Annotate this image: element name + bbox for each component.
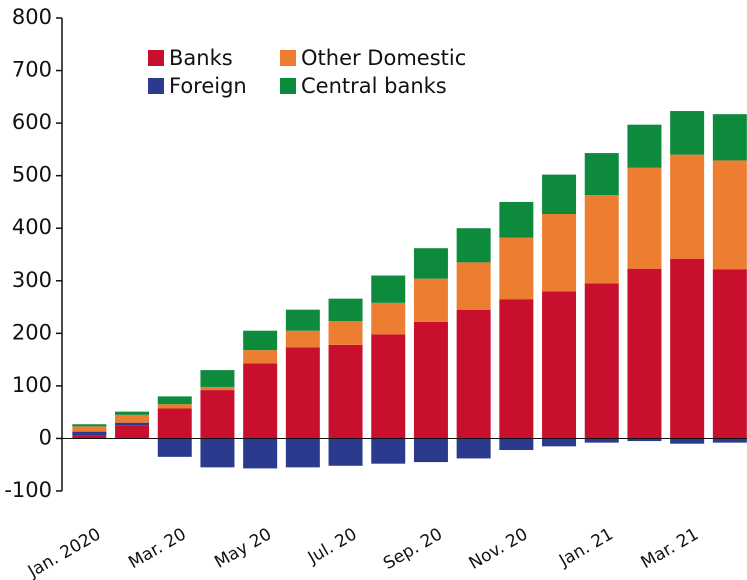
bar-segment xyxy=(456,262,491,310)
y-tick-label: 700 xyxy=(12,58,52,82)
bar-segment xyxy=(371,302,406,335)
bar-segment xyxy=(328,438,363,466)
legend-label: Other Domestic xyxy=(301,46,466,70)
bar-segment xyxy=(542,438,577,447)
bar-segment xyxy=(627,167,662,269)
x-tick-label: Sep. 20 xyxy=(380,524,446,574)
legend-swatch xyxy=(148,78,164,94)
bar-segment xyxy=(328,344,363,439)
y-tick-label: 300 xyxy=(12,268,52,292)
bar-segment xyxy=(72,426,107,432)
bar-segment xyxy=(584,195,619,284)
bar-segment xyxy=(456,438,491,459)
y-tick-label: 800 xyxy=(12,5,52,29)
bar-segment xyxy=(584,283,619,439)
bar-segment xyxy=(499,438,534,451)
bar-segment xyxy=(456,228,491,263)
y-tick-label: 600 xyxy=(12,110,52,134)
y-tick-label: 200 xyxy=(12,320,52,344)
bar-segment xyxy=(115,411,150,415)
bar-segment xyxy=(285,347,320,439)
bar-segment xyxy=(413,321,448,439)
bar-segment xyxy=(157,408,192,439)
legend-swatch xyxy=(148,50,164,66)
bar-segment xyxy=(712,160,747,270)
x-tick-label: May 20 xyxy=(211,524,275,572)
bar-segment xyxy=(115,425,150,439)
bar-segment xyxy=(413,278,448,322)
bar-segment xyxy=(627,124,662,168)
bar-segment xyxy=(72,435,107,439)
bar-segment xyxy=(157,438,192,457)
bar-segment xyxy=(285,438,320,468)
y-tick-label: 0 xyxy=(39,425,52,449)
bar-segment xyxy=(243,350,278,364)
bar-segment xyxy=(584,438,619,443)
bar-segment xyxy=(542,291,577,439)
bar-segment xyxy=(285,330,320,348)
bar-segment xyxy=(712,269,747,439)
bar-segment xyxy=(670,258,705,439)
bar-segment xyxy=(371,334,406,439)
bar-segment xyxy=(328,298,363,322)
bar-segment xyxy=(157,404,192,409)
bar-segment xyxy=(413,438,448,463)
x-tick-label: Mar. 20 xyxy=(125,524,190,573)
legend-label: Foreign xyxy=(169,74,247,98)
y-tick-label: 100 xyxy=(12,373,52,397)
bar-segment xyxy=(542,174,577,215)
bar-segment xyxy=(712,438,747,443)
bar-segment xyxy=(115,414,150,423)
legend-swatch xyxy=(280,50,296,66)
bar-segment xyxy=(371,438,406,464)
bar-segment xyxy=(285,309,320,331)
legend-label: Banks xyxy=(169,46,233,70)
bar-segment xyxy=(200,386,235,391)
legend-swatch xyxy=(280,78,296,94)
bar-segment xyxy=(72,424,107,427)
bar-segment xyxy=(499,201,534,238)
bar-segment xyxy=(499,299,534,439)
bar-segment xyxy=(243,330,278,351)
bar-segment xyxy=(670,111,705,155)
bar-segment xyxy=(243,438,278,469)
bar-segment xyxy=(200,390,235,439)
x-tick-label: Mar. 21 xyxy=(638,524,703,573)
bar-segment xyxy=(115,422,150,426)
bar-segment xyxy=(243,363,278,439)
bar-segment xyxy=(72,431,107,436)
bar-segment xyxy=(413,248,448,279)
bar-segment xyxy=(328,321,363,345)
y-tick-label: 400 xyxy=(12,215,52,239)
bar-segment xyxy=(200,370,235,387)
bar-segment xyxy=(157,396,192,405)
bar-segment xyxy=(200,438,235,468)
legend-label: Central banks xyxy=(301,74,447,98)
bar-segment xyxy=(670,438,705,444)
bar-segment xyxy=(371,275,406,303)
bar-segment xyxy=(584,153,619,196)
bar-segment xyxy=(456,309,491,439)
y-tick-label: 500 xyxy=(12,163,52,187)
x-tick-label: Jan. 21 xyxy=(555,524,617,571)
x-tick-label: Jan. 2020 xyxy=(24,524,104,580)
x-tick-label: Jul. 20 xyxy=(304,524,361,568)
bar-segment xyxy=(542,214,577,292)
bar-segment xyxy=(670,154,705,259)
bar-segment xyxy=(499,237,534,300)
bar-segment xyxy=(627,438,662,442)
bar-segment xyxy=(712,114,747,161)
bar-segment xyxy=(627,268,662,439)
x-tick-label: Nov. 20 xyxy=(466,524,532,573)
y-tick-label: -100 xyxy=(4,478,52,502)
